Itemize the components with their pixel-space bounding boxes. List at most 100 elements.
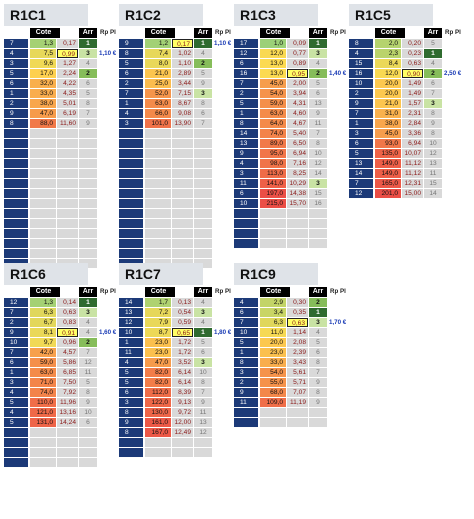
odds-value: 0,95	[287, 69, 308, 78]
runner-number: 9	[4, 328, 28, 337]
cote-value: 38,0	[375, 119, 401, 128]
cote-value: 121,0	[30, 408, 56, 417]
cote-value: 59,0	[30, 358, 56, 367]
odds-value: 11,96	[57, 398, 78, 407]
runner-number: 5	[4, 418, 28, 427]
runner-number: 5	[349, 149, 373, 158]
odds-value: 7,16	[287, 159, 308, 168]
runner-number: 6	[234, 189, 258, 198]
arrival-rank: 2	[309, 298, 327, 307]
arrival-rank: 12	[79, 358, 97, 367]
odds-value: 6,50	[287, 139, 308, 148]
arrival-rank: 10	[309, 149, 327, 158]
odds-value: 8,25	[287, 169, 308, 178]
cote-value: 1,3	[30, 39, 56, 48]
rp-value: 1,60 €	[99, 329, 117, 336]
runner-number: 10	[234, 328, 258, 337]
cote-value: 113,0	[260, 169, 286, 178]
odds-value: 0,91	[57, 328, 78, 337]
odds-value: 4,67	[287, 119, 308, 128]
race-title: R1C9	[234, 263, 318, 285]
odds-value: 4,35	[57, 89, 78, 98]
runner-number: 8	[349, 39, 373, 48]
race-title: R1C6	[4, 263, 88, 285]
cote-header: Cote	[30, 28, 60, 38]
odds-value: 9,08	[172, 109, 193, 118]
arrival-rank: 9	[79, 398, 97, 407]
cote-value: 17,0	[30, 69, 56, 78]
arrival-rank: 2	[79, 338, 97, 347]
cote-value: 1,7	[145, 298, 171, 307]
cote-value: 161,0	[145, 418, 171, 427]
arrival-rank: 9	[309, 378, 327, 387]
runner-number: 9	[4, 109, 28, 118]
arr-header: Arr	[194, 28, 212, 38]
odds-value: 4,57	[57, 348, 78, 357]
odds-value: 14,38	[287, 189, 308, 198]
odds-value: 0,23	[402, 49, 423, 58]
arr-header: Arr	[424, 28, 442, 38]
cote-value: 21,0	[375, 99, 401, 108]
runner-number: 6	[119, 69, 143, 78]
odds-value: 0,54	[172, 308, 193, 317]
cote-value: 165,0	[375, 179, 401, 188]
arrival-rank: 11	[79, 368, 97, 377]
odds-value: 0,96	[57, 338, 78, 347]
odds-value: 6,19	[57, 109, 78, 118]
odds-value: 0,90	[402, 69, 423, 78]
odds-value: 1,02	[172, 49, 193, 58]
arrival-rank: 9	[79, 119, 97, 128]
cote-value: 112,0	[145, 388, 171, 397]
runner-number: 8	[119, 49, 143, 58]
arrival-rank: 7	[309, 368, 327, 377]
cote-value: 71,0	[30, 378, 56, 387]
cote-value: 45,0	[375, 129, 401, 138]
cote-value: 13,0	[260, 69, 286, 78]
odds-value: 11,60	[57, 119, 78, 128]
odds-value: 7,92	[57, 388, 78, 397]
cote-value: 68,0	[260, 388, 286, 397]
arrival-rank: 8	[424, 129, 442, 138]
runner-number: 3	[349, 129, 373, 138]
cote-value: 122,0	[145, 398, 171, 407]
cote-value: 197,0	[260, 189, 286, 198]
arrival-rank: 7	[194, 119, 212, 128]
arrival-rank: 9	[309, 109, 327, 118]
cote-value: 7,5	[30, 49, 56, 58]
runner-number: 10	[349, 79, 373, 88]
odds-value: 6,94	[402, 139, 423, 148]
arrival-rank: 5	[309, 338, 327, 347]
runner-number: 7	[349, 109, 373, 118]
cote-value: 8,1	[30, 328, 56, 337]
arrival-rank: 12	[309, 159, 327, 168]
odds-value: 0,14	[57, 298, 78, 307]
arrival-rank: 8	[79, 388, 97, 397]
arrival-rank: 9	[309, 398, 327, 407]
arrival-rank: 2	[194, 59, 212, 68]
arrival-rank: 12	[194, 428, 212, 437]
odds-value: 2,31	[402, 109, 423, 118]
odds-value: 1,49	[402, 79, 423, 88]
odds-value: 7,07	[287, 388, 308, 397]
cote-value: 98,0	[260, 159, 286, 168]
cote-value: 12,0	[375, 69, 401, 78]
odds-value: 0,13	[172, 298, 193, 307]
rp-header: Rp Pl	[100, 288, 116, 295]
odds-value: 6,85	[57, 368, 78, 377]
runner-number: 5	[119, 368, 143, 377]
runner-number: 9	[119, 39, 143, 48]
runner-number: 12	[4, 298, 28, 307]
arrival-rank: 3	[194, 89, 212, 98]
cote-value: 8,4	[375, 59, 401, 68]
arrival-rank: 14	[309, 169, 327, 178]
runner-number: 9	[119, 418, 143, 427]
arrival-rank: 2	[424, 69, 442, 78]
runner-number: 3	[234, 368, 258, 377]
rp-header: Rp Pl	[100, 29, 116, 36]
runner-number: 12	[234, 49, 258, 58]
arrival-rank: 2	[309, 69, 327, 78]
runner-number: 10	[119, 328, 143, 337]
odds-value: 2,39	[287, 348, 308, 357]
cote-value: 6,3	[260, 318, 286, 327]
runner-number: 2	[234, 89, 258, 98]
